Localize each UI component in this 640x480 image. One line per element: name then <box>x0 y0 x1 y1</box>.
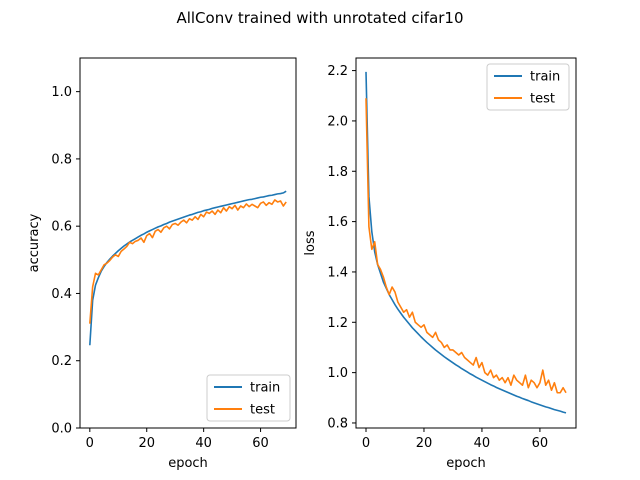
accuracy-y-tick-label: 0.2 <box>51 354 72 369</box>
accuracy-y-tick-label: 0.0 <box>51 422 72 437</box>
loss-series-test-line <box>365 98 567 394</box>
loss-x-ticks: 0 20 40 60 <box>362 428 548 451</box>
accuracy-series-layer <box>89 190 287 346</box>
accuracy-y-tick-label: 0.6 <box>51 220 72 235</box>
loss-y-tick-label: 0.8 <box>327 416 348 431</box>
loss-y-tick-label: 2.2 <box>327 64 348 79</box>
loss-legend: train test <box>486 63 570 111</box>
accuracy-x-tick-label: 60 <box>252 436 269 451</box>
loss-y-axis-label: loss <box>303 230 318 255</box>
accuracy-y-ticks: 0.0 0.2 0.4 0.6 0.8 1.0 <box>51 85 80 437</box>
accuracy-x-axis-label: epoch <box>168 456 208 471</box>
accuracy-y-tick-label: 1.0 <box>51 85 72 100</box>
accuracy-legend: train test <box>206 374 291 422</box>
loss-chart: 0 20 40 60 0.8 1.0 1.2 1.4 1.6 1.8 2.0 2.2 epoch l… <box>303 57 577 471</box>
loss-series-train-line <box>365 71 567 414</box>
loss-x-tick-label: 20 <box>416 436 433 451</box>
accuracy-plot-frame <box>79 57 297 429</box>
accuracy-x-tick-label: 0 <box>86 436 94 451</box>
loss-plot-frame <box>355 57 577 429</box>
accuracy-x-tick-label: 20 <box>138 436 155 451</box>
loss-y-tick-label: 1.4 <box>327 265 348 280</box>
figure-title: AllConv trained with unrotated cifar10 <box>176 9 463 27</box>
loss-series-layer <box>365 71 567 414</box>
accuracy-y-tick-label: 0.4 <box>51 287 72 302</box>
loss-x-tick-label: 60 <box>532 436 549 451</box>
accuracy-legend-label-test: test <box>250 403 275 418</box>
accuracy-legend-label-train: train <box>250 381 280 396</box>
loss-legend-label-test: test <box>530 92 555 107</box>
loss-y-tick-label: 1.0 <box>327 366 348 381</box>
loss-x-tick-label: 40 <box>474 436 491 451</box>
accuracy-chart: 0 20 40 60 0.0 0.2 0.4 0.6 0.8 1.0 epoch accurac… <box>27 57 297 471</box>
accuracy-y-tick-label: 0.8 <box>51 152 72 167</box>
loss-y-ticks: 0.8 1.0 1.2 1.4 1.6 1.8 2.0 2.2 <box>327 64 356 431</box>
loss-y-tick-label: 1.2 <box>327 316 348 331</box>
loss-x-tick-label: 0 <box>362 436 370 451</box>
accuracy-y-axis-label: accuracy <box>27 213 42 272</box>
loss-y-tick-label: 1.6 <box>327 215 348 230</box>
loss-y-tick-label: 1.8 <box>327 165 348 180</box>
loss-x-axis-label: epoch <box>446 456 486 471</box>
accuracy-series-train-line <box>89 190 287 346</box>
accuracy-x-ticks: 0 20 40 60 <box>86 428 269 451</box>
accuracy-series-test-line <box>89 199 287 324</box>
accuracy-x-tick-label: 40 <box>195 436 212 451</box>
loss-legend-label-train: train <box>530 70 560 85</box>
loss-y-tick-label: 2.0 <box>327 114 348 129</box>
